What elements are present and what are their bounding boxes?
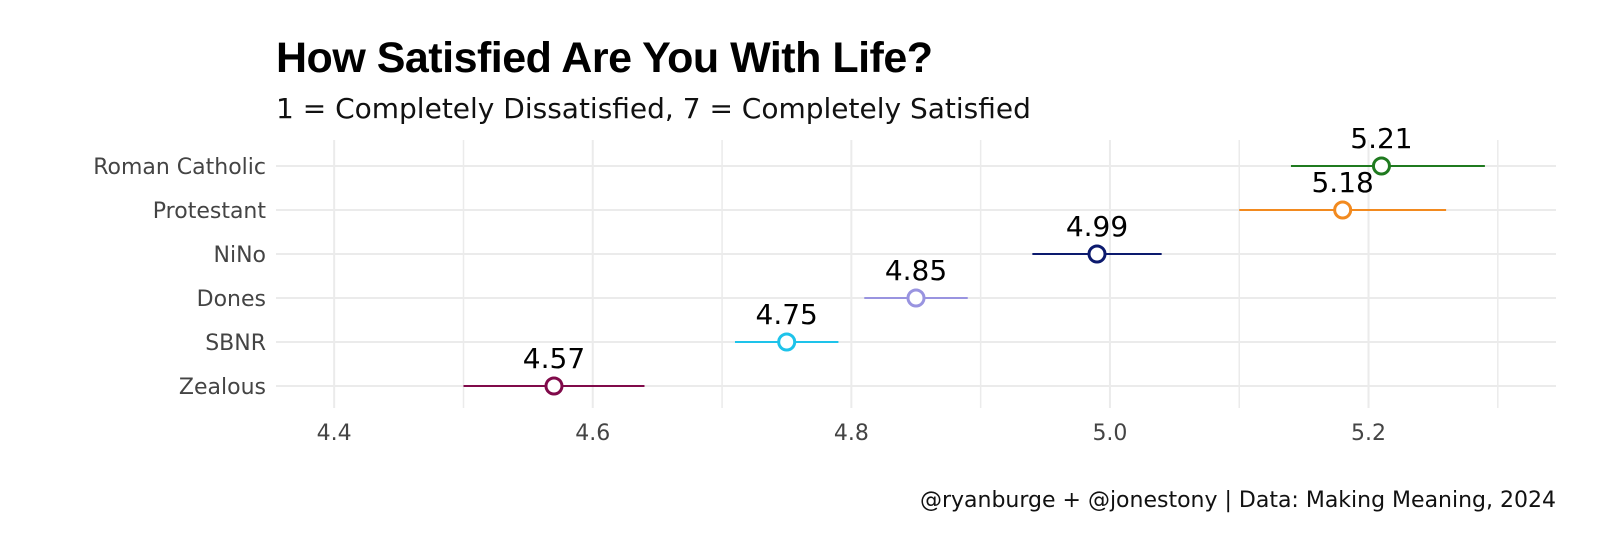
chart-title: How Satisfied Are You With Life? [276, 34, 933, 82]
data-point [777, 332, 797, 352]
y-tick-label: SBNR [205, 331, 266, 356]
y-axis-labels: Roman Catholic Protestant NiNo Dones SBNR Zea… [93, 155, 266, 400]
data-marks: 5.21 5.18 4.99 4.85 4.75 4.57 [463, 122, 1485, 396]
y-tick-label: Roman Catholic [93, 155, 266, 180]
data-point [906, 288, 926, 308]
grid-lines [276, 140, 1556, 408]
x-tick-label: 4.6 [575, 421, 610, 446]
data-label: 5.21 [1350, 122, 1412, 155]
chart-subtitle: 1 = Completely Dissatisfied, 7 = Complet… [276, 92, 1031, 125]
x-tick-label: 4.4 [317, 421, 352, 446]
y-tick-label: Protestant [153, 199, 267, 224]
x-tick-label: 4.8 [834, 421, 869, 446]
data-point [1333, 200, 1353, 220]
x-tick-label: 5.0 [1092, 421, 1127, 446]
data-point [544, 376, 564, 396]
data-point [1371, 156, 1391, 176]
x-axis-labels: 4.4 4.6 4.8 5.0 5.2 [317, 421, 1386, 446]
y-tick-label: Dones [197, 287, 266, 312]
y-tick-label: Zealous [179, 375, 266, 400]
chart-caption: @ryanburge + @jonestony | Data: Making M… [919, 488, 1556, 513]
data-label: 5.18 [1311, 166, 1373, 199]
data-point [1087, 244, 1107, 264]
data-label: 4.57 [523, 342, 585, 375]
data-label: 4.85 [885, 254, 947, 287]
data-label: 4.75 [756, 298, 818, 331]
y-tick-label: NiNo [214, 243, 267, 268]
x-tick-label: 5.2 [1351, 421, 1386, 446]
data-label: 4.99 [1066, 210, 1128, 243]
